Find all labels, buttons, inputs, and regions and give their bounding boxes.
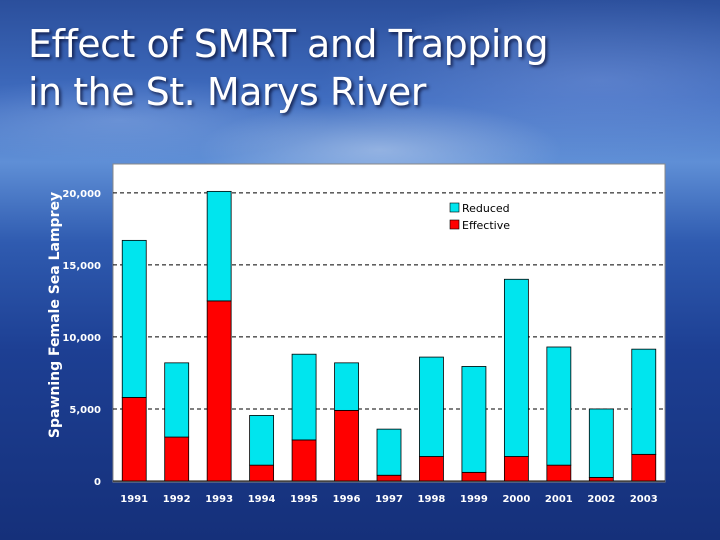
- x-tick-label: 2002: [587, 494, 615, 505]
- slide-title: Effect of SMRT and Trapping in the St. M…: [28, 20, 708, 116]
- bar-reduced-2003: [631, 348, 657, 455]
- y-tick-label: 10,000: [62, 333, 101, 344]
- x-tick-label: 2000: [502, 494, 530, 505]
- y-tick-label: 20,000: [62, 189, 101, 200]
- slide-title-line-2: in the St. Marys River: [28, 70, 426, 114]
- x-tick-label: 1995: [290, 494, 318, 505]
- legend: Reduced Effective: [449, 202, 510, 232]
- bar-effective-2001: [546, 464, 572, 482]
- bar-reduced-1996: [334, 362, 359, 411]
- bar-effective-1995: [291, 439, 317, 482]
- x-tick-label: 2003: [630, 494, 658, 505]
- x-tick-label: 1991: [120, 494, 148, 505]
- bar-reduced-1998: [419, 356, 444, 457]
- bar-reduced-2002: [588, 408, 614, 478]
- bar-reduced-2001: [546, 346, 572, 466]
- legend-swatch-effective: [449, 219, 460, 230]
- bar-reduced-1993: [206, 190, 232, 302]
- y-tick-label: 5,000: [69, 405, 101, 416]
- bar-reduced-1994: [249, 415, 275, 466]
- bar-effective-1992: [164, 436, 190, 482]
- bar-effective-2002: [588, 476, 614, 482]
- bar-reduced-1995: [291, 353, 317, 441]
- x-tick-label: 1992: [163, 494, 191, 505]
- x-tick-label: 1999: [460, 494, 488, 505]
- legend-swatch-reduced: [449, 202, 460, 213]
- bars: [121, 190, 657, 482]
- y-tick-label: 0: [94, 477, 101, 488]
- y-tick-labels: 0 5,000 10,000 15,000 20,000: [62, 189, 101, 488]
- bar-effective-1998: [419, 456, 444, 482]
- bar-effective-1994: [249, 464, 275, 482]
- x-tick-label: 1998: [418, 494, 446, 505]
- bar-effective-2000: [503, 456, 529, 482]
- x-tick-label: 2001: [545, 494, 573, 505]
- x-tick-labels: 1991 1992 1993 1994 1995 1996 1997 1998 1999 2000…: [120, 494, 657, 505]
- bar-reduced-1991: [121, 239, 147, 398]
- bar-reduced-1992: [164, 362, 190, 438]
- bar-reduced-1997: [376, 428, 402, 476]
- x-tick-label: 1994: [248, 494, 276, 505]
- bar-effective-1997: [376, 474, 402, 482]
- x-tick-label: 1993: [205, 494, 233, 505]
- slide-title-line-1: Effect of SMRT and Trapping: [28, 22, 549, 66]
- bar-reduced-2000: [503, 278, 529, 457]
- bar-effective-1999: [461, 471, 487, 482]
- y-tick-label: 15,000: [62, 261, 101, 272]
- bar-reduced-1999: [461, 366, 487, 473]
- legend-label-effective: Effective: [462, 219, 510, 232]
- bar-effective-2003: [631, 453, 657, 482]
- bar-effective-1993: [206, 300, 232, 482]
- bar-effective-1991: [121, 397, 147, 482]
- bar-effective-1996: [334, 409, 359, 482]
- x-tick-label: 1996: [333, 494, 361, 505]
- legend-label-reduced: Reduced: [462, 202, 510, 215]
- x-tick-label: 1997: [375, 494, 403, 505]
